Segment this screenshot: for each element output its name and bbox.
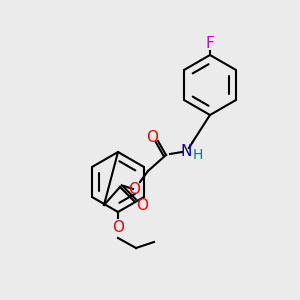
Text: O: O — [112, 220, 124, 236]
Text: F: F — [206, 35, 214, 50]
Text: O: O — [146, 130, 158, 145]
Text: N: N — [180, 143, 192, 158]
Text: H: H — [193, 148, 203, 162]
Text: O: O — [128, 182, 140, 196]
Text: O: O — [136, 197, 148, 212]
